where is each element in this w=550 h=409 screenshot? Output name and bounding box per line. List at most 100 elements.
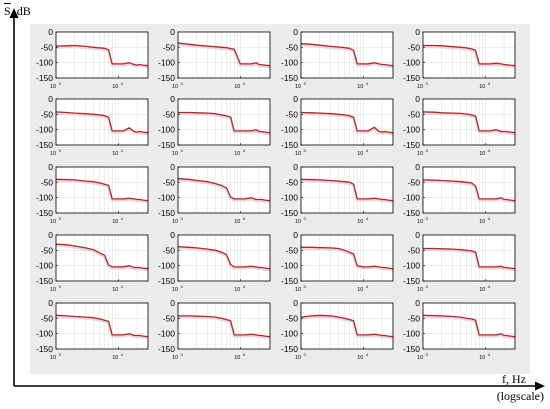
y-tick-label: 0 <box>415 298 420 308</box>
y-tick-label: 0 <box>415 162 420 172</box>
y-tick-label: -100 <box>36 125 53 135</box>
plot-area <box>423 235 515 281</box>
y-tick-label: -100 <box>36 193 53 203</box>
y-tick-label: 0 <box>293 94 298 104</box>
x-tick-label: 10 <box>479 84 485 90</box>
series-line <box>423 247 516 270</box>
x-tick-label: 10 <box>357 219 363 225</box>
y-tick-label: 0 <box>415 27 420 37</box>
y-tick-label: -150 <box>403 140 420 150</box>
x-tick-exponent: 3 <box>181 81 184 86</box>
y-tick-label: -150 <box>281 140 298 150</box>
y-tick-label: 0 <box>415 230 420 240</box>
x-tick-label: 10 <box>50 84 56 90</box>
plot-frame <box>300 166 394 214</box>
series-line <box>422 314 516 338</box>
y-tick-label: -150 <box>403 344 420 354</box>
series-line <box>177 246 271 270</box>
plot-frame <box>55 98 149 146</box>
plot-frame <box>55 31 149 79</box>
y-tick-label: -150 <box>158 140 175 150</box>
series-line <box>300 111 394 134</box>
y-tick-label: -150 <box>281 276 298 286</box>
series-line <box>177 178 271 202</box>
series-envelope <box>55 315 149 340</box>
x-tick-exponent: 3 <box>426 216 429 221</box>
y-tick-label: 0 <box>170 298 175 308</box>
plot-frame <box>300 98 394 146</box>
plot-frame <box>422 302 516 350</box>
series-line <box>55 243 149 270</box>
y-tick-label: -100 <box>158 58 175 68</box>
x-tick-label: 10 <box>172 219 178 225</box>
y-tick-label: -50 <box>286 42 299 52</box>
x-tick-exponent: 3 <box>426 148 429 153</box>
series-line <box>422 179 516 202</box>
y-tick-label: -100 <box>158 261 175 271</box>
plot-frame <box>55 166 149 214</box>
plot-frame <box>177 98 271 146</box>
y-tick-label: -50 <box>41 177 54 187</box>
y-tick-label: -50 <box>41 245 54 255</box>
y-tick-label: -50 <box>408 313 421 323</box>
series-envelope <box>300 112 394 136</box>
series-envelope <box>300 44 394 69</box>
plot-frame <box>177 31 271 79</box>
x-tick-label: 10 <box>295 151 301 157</box>
x-tick-label: 10 <box>172 84 178 90</box>
x-tick-exponent: 4 <box>488 352 491 357</box>
y-tick-label: -150 <box>158 276 175 286</box>
y-tick-label: 0 <box>48 162 53 172</box>
y-tick-label: -100 <box>403 193 420 203</box>
y-tick-label: 0 <box>170 27 175 37</box>
plot-area <box>423 167 515 213</box>
series-line <box>423 44 516 67</box>
y-tick-label: -100 <box>403 261 420 271</box>
x-tick-label: 10 <box>112 84 118 90</box>
x-tick-label: 10 <box>479 355 485 361</box>
series-line <box>178 315 271 338</box>
y-tick-label: -100 <box>281 125 298 135</box>
plot-area <box>56 167 148 213</box>
x-tick-exponent: 3 <box>181 284 184 289</box>
series-line <box>178 111 271 134</box>
plot-area <box>56 32 148 78</box>
plot-frame <box>422 166 516 214</box>
x-tick-exponent: 4 <box>121 148 124 153</box>
plot-area <box>178 32 270 78</box>
x-tick-label: 10 <box>112 219 118 225</box>
y-tick-label: -150 <box>403 276 420 286</box>
y-tick-label: 0 <box>170 94 175 104</box>
x-tick-exponent: 4 <box>366 216 369 221</box>
y-tick-label: -100 <box>36 329 53 339</box>
x-tick-label: 10 <box>295 355 301 361</box>
series-envelope <box>177 247 271 272</box>
plot-area <box>56 303 148 349</box>
plot-frame <box>300 234 394 282</box>
x-tick-exponent: 3 <box>426 284 429 289</box>
y-tick-label: -150 <box>403 208 420 218</box>
plot-area <box>423 99 515 145</box>
x-tick-exponent: 3 <box>426 352 429 357</box>
series-envelope <box>300 179 394 204</box>
y-tick-label: -50 <box>163 109 176 119</box>
series-envelope <box>423 248 516 272</box>
y-tick-label: -100 <box>281 58 298 68</box>
series-envelope <box>55 179 149 204</box>
y-tick-label: -50 <box>163 42 176 52</box>
series-envelope <box>178 316 271 340</box>
x-tick-exponent: 3 <box>181 216 184 221</box>
x-tick-exponent: 3 <box>304 352 307 357</box>
plot-area <box>56 99 148 145</box>
x-axis-scale-note: (logscale) <box>496 389 544 403</box>
y-tick-label: -100 <box>36 261 53 271</box>
main-y-axis-arrowhead <box>9 8 19 18</box>
